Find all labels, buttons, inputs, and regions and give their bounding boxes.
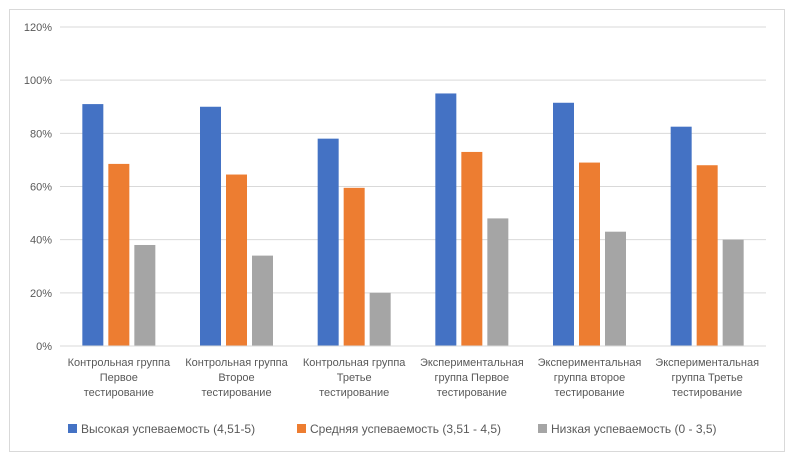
x-tick-label: Экспериментальная xyxy=(655,357,759,369)
chart-area xyxy=(9,9,785,452)
bar xyxy=(722,239,744,346)
x-tick-label: тестирование xyxy=(84,387,154,399)
x-tick-label: Третье xyxy=(337,372,372,384)
bar xyxy=(487,218,509,346)
x-tick-label: группа Третье xyxy=(671,372,742,384)
x-tick-label: тестирование xyxy=(201,387,271,399)
x-tick-label: группа второе xyxy=(554,372,626,384)
bar xyxy=(343,187,365,346)
x-tick-label: Второе xyxy=(218,372,254,384)
bar xyxy=(200,106,221,346)
bar xyxy=(252,255,273,346)
legend-label: Высокая успеваемость (4,51-5) xyxy=(81,422,255,436)
y-tick-label: 40% xyxy=(30,235,52,247)
legend-label: Низкая успеваемость (0 - 3,5) xyxy=(551,422,717,436)
x-tick-label: Контрольная группа xyxy=(303,357,406,369)
x-tick-label: тестирование xyxy=(672,387,742,399)
x-tick-label: Экспериментальная xyxy=(538,357,642,369)
legend-swatch xyxy=(538,424,547,433)
y-tick-label: 80% xyxy=(30,128,52,140)
x-tick-label: тестирование xyxy=(554,387,624,399)
x-tick-label: группа Первое xyxy=(434,372,509,384)
y-tick-label: 20% xyxy=(30,288,52,300)
bar xyxy=(435,93,457,346)
bar xyxy=(134,244,156,346)
x-tick-label: Экспериментальная xyxy=(420,357,524,369)
y-tick-label: 100% xyxy=(24,75,52,87)
bar xyxy=(553,102,574,346)
x-tick-label: Контрольная группа xyxy=(185,357,288,369)
bar xyxy=(108,163,130,346)
bar xyxy=(579,162,600,346)
legend-swatch xyxy=(297,424,306,433)
bar xyxy=(226,174,247,346)
bar xyxy=(82,104,104,346)
bar xyxy=(317,138,339,346)
bars xyxy=(82,93,744,346)
x-axis-category-labels: Контрольная группа Первое тестирование Конт… xyxy=(68,357,760,399)
gridlines xyxy=(60,26,766,294)
x-tick-label: тестирование xyxy=(437,387,507,399)
bar xyxy=(696,165,718,346)
legend-label: Средняя успеваемость (3,51 - 4,5) xyxy=(310,422,501,436)
bar xyxy=(605,231,626,346)
legend: Высокая успеваемость (4,51-5) Средняя усп… xyxy=(68,422,717,436)
y-axis-tick-labels: 0% 20% 40% 60% 80% 100% 120% xyxy=(24,22,52,353)
y-tick-label: 120% xyxy=(24,22,52,34)
legend-swatch xyxy=(68,424,77,433)
x-tick-label: тестирование xyxy=(319,387,389,399)
x-tick-label: Первое xyxy=(100,372,138,384)
y-tick-label: 0% xyxy=(36,341,52,353)
y-tick-label: 60% xyxy=(30,182,52,194)
bar xyxy=(461,151,483,346)
x-tick-label: Контрольная группа xyxy=(68,357,171,369)
bar xyxy=(670,126,692,346)
bar xyxy=(369,292,391,346)
